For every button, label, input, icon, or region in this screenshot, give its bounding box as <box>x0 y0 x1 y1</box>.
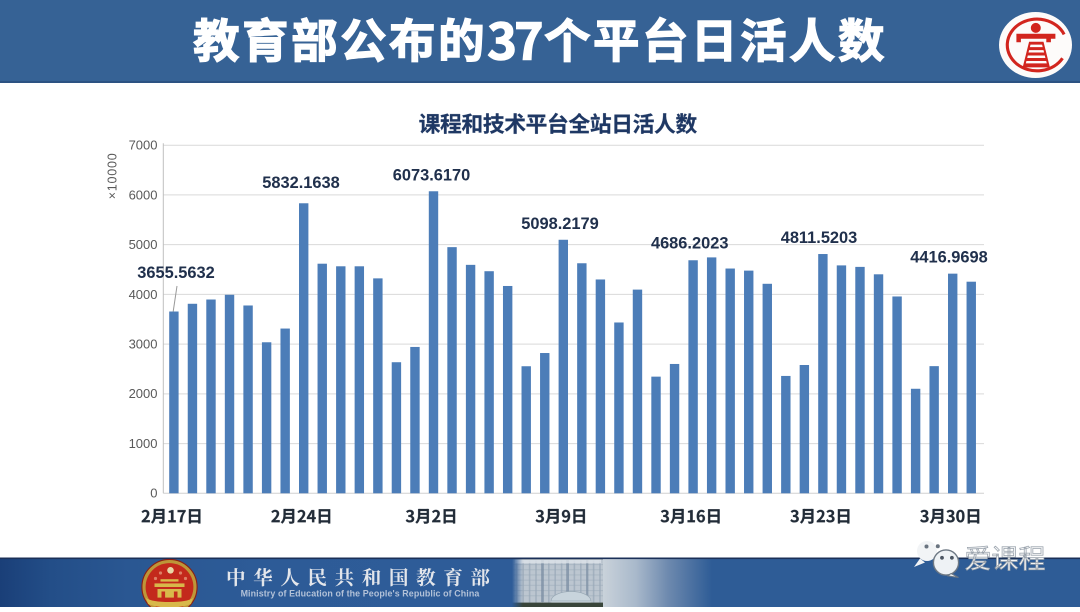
svg-text:5000: 5000 <box>129 237 158 252</box>
svg-text:4000: 4000 <box>129 287 158 302</box>
svg-text:0: 0 <box>150 486 157 501</box>
svg-text:5832.1638: 5832.1638 <box>262 174 339 192</box>
svg-text:3000: 3000 <box>129 337 158 352</box>
svg-text:Ministry of Education of the P: Ministry of Education of the People's Re… <box>241 588 480 598</box>
svg-text:4416.9698: 4416.9698 <box>910 248 987 266</box>
svg-text:3655.5632: 3655.5632 <box>137 264 214 282</box>
svg-text:5098.2179: 5098.2179 <box>521 215 598 233</box>
svg-text:2000: 2000 <box>129 386 158 401</box>
svg-text:×10000: ×10000 <box>106 152 120 199</box>
svg-text:4686.2023: 4686.2023 <box>651 235 728 253</box>
svg-text:6000: 6000 <box>129 187 158 202</box>
svg-text:1000: 1000 <box>129 436 158 451</box>
svg-text:7000: 7000 <box>129 138 158 153</box>
svg-text:4811.5203: 4811.5203 <box>781 229 858 247</box>
svg-text:6073.6170: 6073.6170 <box>393 166 470 184</box>
